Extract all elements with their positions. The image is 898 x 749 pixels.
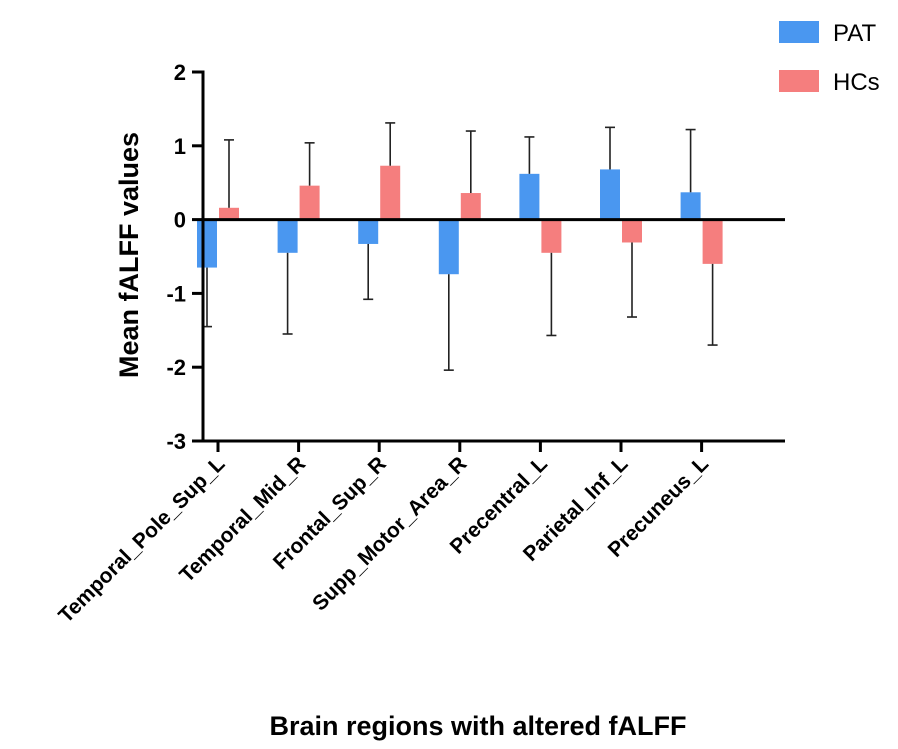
legend-swatch-hcs [779, 70, 819, 92]
bar-pat-precentral-l [519, 173, 540, 220]
bar-pat-precuneus-l [680, 192, 701, 220]
bar-pat-parietal-inf-l [600, 169, 620, 220]
x-tick-label-supp-motor-area-r: Supp_Motor_Area_R [308, 452, 471, 615]
x-axis-title: Brain regions with altered fALFF [269, 711, 686, 741]
error-bar-pat-supp-motor-area-r [443, 274, 454, 371]
bars-layer [197, 165, 723, 275]
y-tick-label-2: 2 [174, 60, 186, 85]
error-bar-hcs-supp-motor-area-r [465, 130, 476, 194]
error-bar-hcs-frontal-sup-r [385, 122, 396, 166]
error-bar-hcs-temporal-mid-r [304, 142, 315, 186]
bar-hcs-parietal-inf-l [622, 219, 642, 243]
bar-hcs-precentral-l [541, 219, 562, 253]
y-axis-title: Mean fALFF values [114, 132, 144, 378]
bar-hcs-frontal-sup-r [380, 165, 401, 220]
error-bar-pat-parietal-inf-l [605, 126, 615, 170]
legend-label-hcs: HCs [833, 69, 880, 96]
y-ticks: 2 1 0 -1 -2 -3 [166, 60, 203, 454]
error-bars-layer [202, 122, 718, 371]
legend-swatch-pat [779, 21, 819, 43]
legend-label-pat: PAT [833, 20, 876, 47]
y-tick-label-2: -2 [166, 355, 186, 380]
bar-hcs-temporal-pole-sup-l [219, 207, 239, 220]
y-tick-label-3: -3 [166, 429, 186, 454]
axes [201, 70, 785, 443]
bar-pat-supp-motor-area-r [438, 219, 459, 275]
error-bar-hcs-precentral-l [546, 252, 557, 337]
legend: PAT HCs [779, 20, 880, 96]
bar-pat-temporal-mid-r [277, 219, 298, 253]
error-bar-pat-frontal-sup-r [363, 243, 374, 301]
error-bar-hcs-temporal-pole-sup-l [224, 139, 234, 208]
error-bar-pat-precuneus-l [685, 128, 696, 193]
bar-pat-temporal-pole-sup-l [197, 219, 217, 268]
bar-hcs-supp-motor-area-r [460, 193, 481, 220]
x-tick-label-temporal-pole-sup-l: Temporal_Pole_Sup_L [54, 452, 229, 627]
y-tick-label-0: 0 [174, 208, 186, 233]
bar-pat-frontal-sup-r [358, 219, 379, 244]
x-ticks: Temporal_Pole_Sup_LTemporal_Mid_RFrontal… [54, 441, 713, 628]
bar-hcs-precuneus-l [702, 219, 723, 264]
bar-hcs-temporal-mid-r [299, 185, 320, 220]
error-bar-pat-temporal-mid-r [282, 252, 293, 335]
y-tick-label-1: 1 [174, 134, 186, 159]
y-tick-label-1: -1 [166, 281, 186, 306]
error-bar-hcs-precuneus-l [707, 263, 718, 346]
error-bar-hcs-parietal-inf-l [627, 242, 637, 318]
error-bar-pat-precentral-l [524, 136, 535, 174]
